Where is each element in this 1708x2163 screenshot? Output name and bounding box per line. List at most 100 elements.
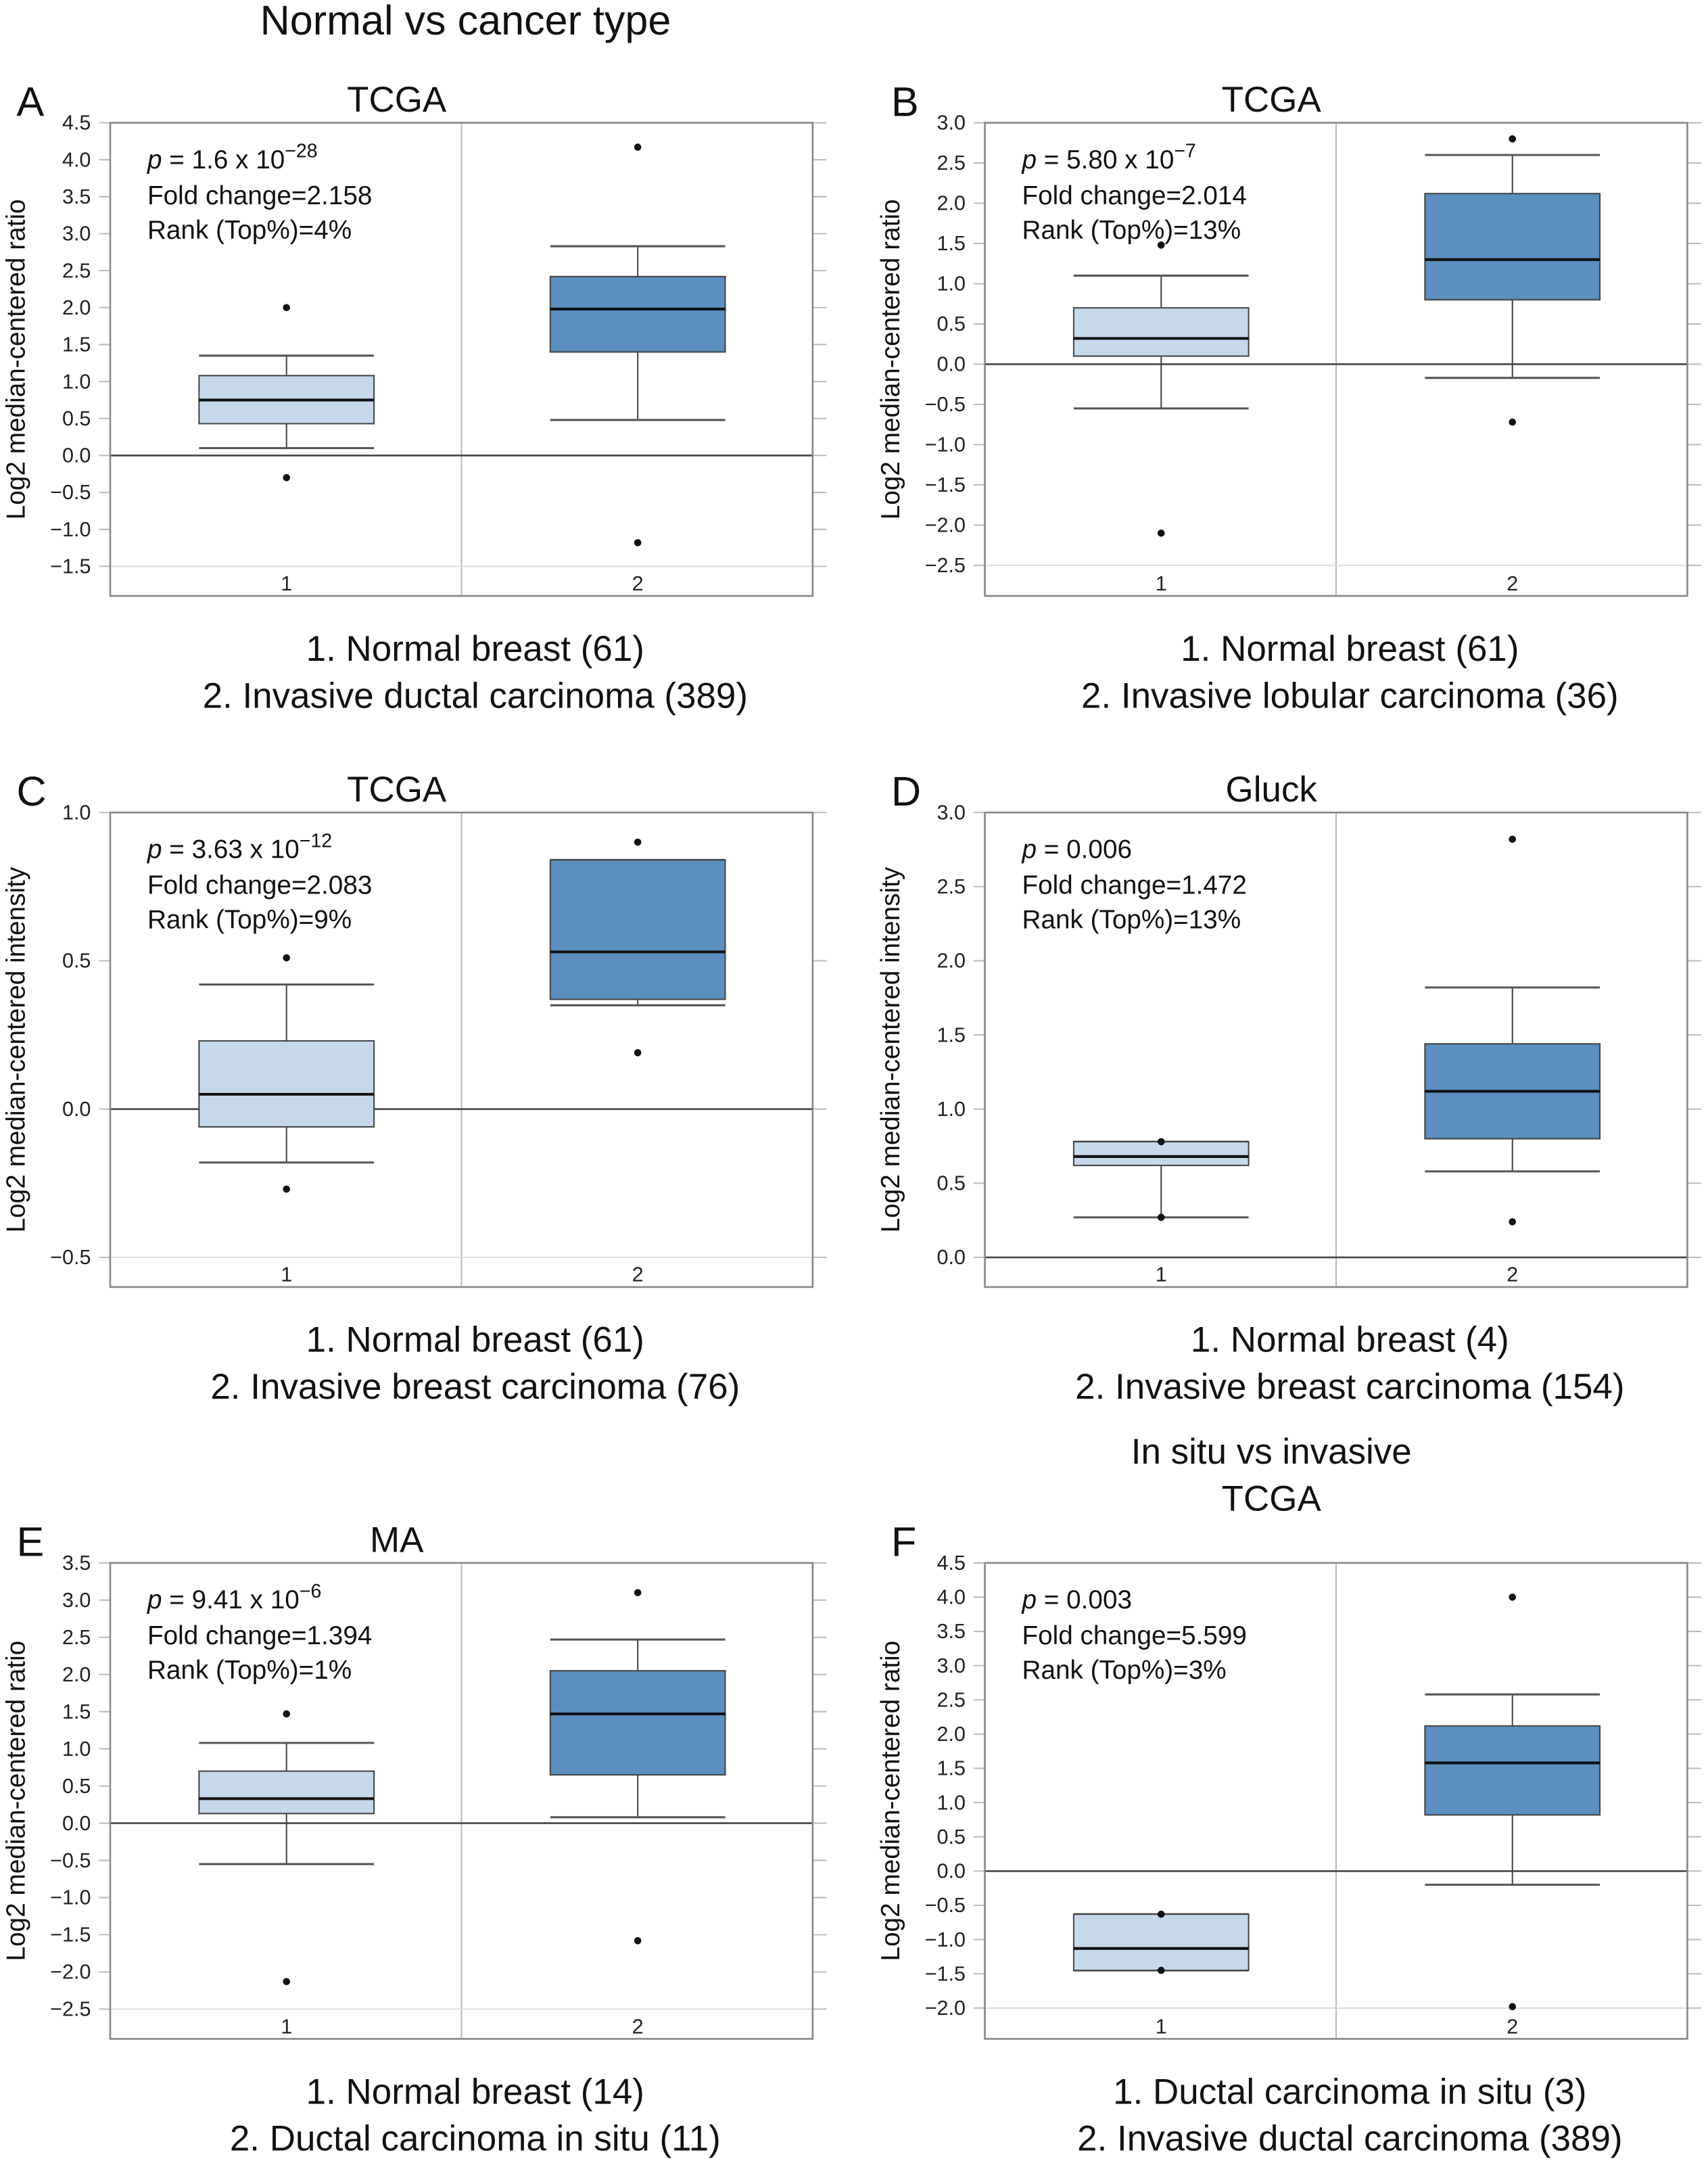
fold-change-text: Fold change=2.014 (1022, 181, 1247, 210)
outlier-point (283, 1978, 291, 1986)
box-group-2: 2 (549, 838, 726, 1286)
box-group-2: 2 (1424, 1594, 1601, 2038)
y-tick-label: 1.5 (62, 333, 91, 356)
outlier-point (1157, 1138, 1165, 1146)
box (198, 1040, 375, 1128)
outlier-point (1157, 1910, 1165, 1918)
box-group-1: 1 (1072, 241, 1250, 595)
y-axis-label: Log2 median-centered intensity (876, 866, 905, 1232)
rank-text: Rank (Top%)=13% (1022, 906, 1241, 935)
plot-frame (109, 122, 814, 597)
group-legend-item: 1. Normal breast (14) (306, 2072, 644, 2112)
y-tick-label: −2.0 (925, 514, 966, 537)
p-symbol: p (147, 835, 162, 864)
outlier-point (1509, 835, 1517, 843)
p-value: = 0.003 (1037, 1585, 1132, 1614)
y-tick-label: −1.5 (50, 555, 91, 578)
y-tick-label: 2.5 (937, 1688, 966, 1711)
box-group-1: 1 (1072, 1138, 1250, 1286)
box-group-1: 1 (198, 304, 375, 595)
y-tick-label: 3.5 (62, 185, 91, 208)
y-tick-label: 1.5 (62, 1700, 91, 1723)
y-tick-label: −2.5 (925, 554, 966, 577)
y-tick-label: −1.5 (50, 1924, 91, 1947)
rank-text: Rank (Top%)=1% (147, 1656, 352, 1685)
plot-frame (984, 811, 1688, 1288)
x-category-label: 1 (1156, 2015, 1167, 2038)
x-category-label: 2 (632, 1263, 644, 1286)
panel-letter: F (891, 1519, 916, 1565)
fold-change-text: Fold change=1.394 (147, 1621, 372, 1650)
y-tick-label: 0.0 (62, 1812, 91, 1835)
box (1072, 1141, 1250, 1167)
group-legend-item: 1. Normal breast (4) (1191, 1320, 1509, 1360)
y-tick-label: 1.5 (937, 1023, 966, 1046)
x-category-label: 1 (281, 1263, 292, 1286)
p-value-text: p = 1.6 x 10−28 (147, 140, 318, 174)
fold-change-text: Fold change=1.472 (1022, 871, 1247, 900)
x-category-label: 2 (632, 572, 644, 595)
p-value: = 1.6 x 10 (162, 145, 285, 175)
outlier-point (1509, 2003, 1517, 2011)
p-symbol: p (147, 145, 162, 175)
y-tick-label: 2.0 (62, 296, 91, 319)
outlier-point (1157, 1213, 1165, 1222)
panel-letter: A (16, 78, 44, 124)
y-tick-label: 3.5 (937, 1620, 966, 1643)
outlier-point (283, 954, 291, 962)
y-tick-label: 0.5 (62, 407, 91, 430)
y-tick-label: 2.5 (937, 875, 966, 898)
outlier-point (634, 143, 642, 151)
panel-letter: E (16, 1519, 44, 1565)
y-tick-label: 4.0 (62, 148, 91, 171)
group-legend-item: 2. Invasive breast carcinoma (154) (1075, 1367, 1624, 1407)
group-legend-item: 2. Invasive ductal carcinoma (389) (203, 676, 748, 716)
y-tick-label: −0.5 (50, 1849, 91, 1872)
box (198, 1770, 375, 1815)
rank-text: Rank (Top%)=3% (1022, 1656, 1227, 1685)
panel-title: In situ vs invasive (1131, 1432, 1412, 1472)
y-tick-label: 0.0 (937, 1246, 966, 1269)
panel-title: TCGA (1222, 80, 1322, 120)
p-value: = 5.80 x 10 (1037, 145, 1174, 175)
box-group-1: 1 (198, 954, 375, 1286)
y-tick-label: −2.0 (50, 1961, 91, 1984)
outlier-point (634, 1937, 642, 1945)
y-tick-label: 1.5 (937, 1757, 966, 1780)
y-tick-label: 0.5 (62, 1775, 91, 1798)
box (1072, 307, 1250, 357)
box (1424, 1725, 1601, 1816)
p-symbol: p (1022, 835, 1037, 864)
group-legend-item: 2. Invasive lobular carcinoma (36) (1081, 676, 1619, 716)
group-legend-item: 2. Invasive ductal carcinoma (389) (1077, 2119, 1622, 2159)
panel-title: Gluck (1226, 770, 1318, 810)
panel-title: TCGA (347, 770, 447, 810)
group-legend-item: 2. Ductal carcinoma in situ (11) (230, 2119, 721, 2159)
x-category-label: 1 (1156, 1263, 1167, 1286)
group-legend-item: 1. Normal breast (61) (306, 629, 644, 669)
y-tick-label: 2.5 (62, 259, 91, 282)
outlier-point (1157, 241, 1165, 249)
panel-e: E MA Log2 median-centered ratio −2.5 −2.0 −1.… (2, 1519, 827, 2159)
rank-text: Rank (Top%)=4% (147, 216, 352, 245)
panel-title: TCGA (1222, 1479, 1322, 1518)
box (549, 859, 726, 1000)
outlier-point (1509, 1218, 1517, 1226)
y-tick-label: 0.0 (62, 1098, 91, 1121)
y-tick-label: −1.0 (925, 434, 966, 457)
rank-text: Rank (Top%)=13% (1022, 216, 1241, 245)
x-category-label: 2 (632, 2015, 644, 2038)
outlier-point (283, 1185, 291, 1193)
panel-letter: D (891, 768, 921, 814)
y-tick-label: 3.0 (62, 223, 91, 246)
p-symbol: p (1022, 145, 1037, 175)
box-group-1: 1 (198, 1710, 375, 2038)
y-axis-label: Log2 median-centered ratio (876, 199, 905, 519)
box-group-2: 2 (549, 1589, 726, 2038)
y-tick-label: 0.5 (937, 1172, 966, 1195)
box-group-2: 2 (1424, 135, 1601, 595)
y-tick-label: 2.0 (937, 1723, 966, 1746)
box (549, 1670, 726, 1776)
p-exponent: −7 (1174, 140, 1195, 162)
panel-d: D Gluck Log2 median-centered intensity 0.0 0… (876, 768, 1701, 1407)
